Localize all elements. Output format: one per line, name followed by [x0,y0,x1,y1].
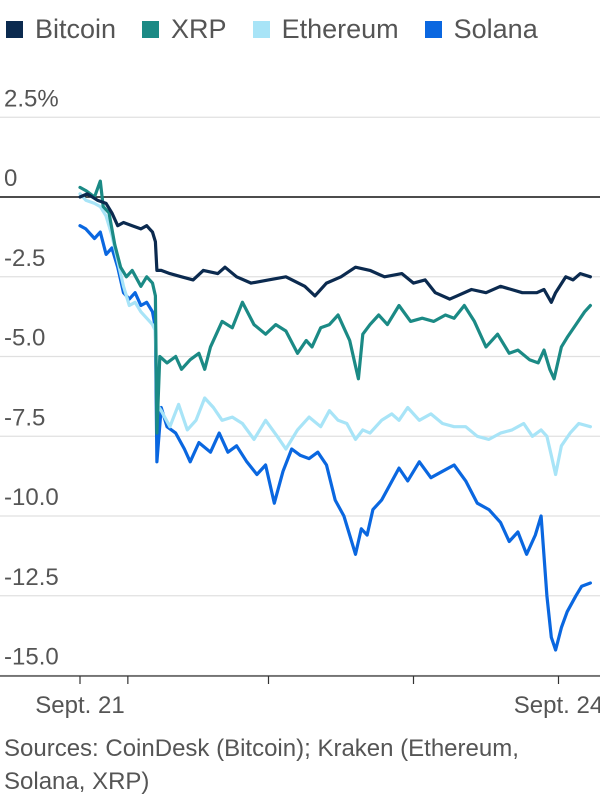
legend: Bitcoin XRP Ethereum Solana [6,14,564,45]
y-tick-label: -2.5 [4,245,45,272]
series-line-ethereum [78,192,592,477]
legend-item-solana: Solana [424,14,538,45]
legend-item-xrp: XRP [142,14,227,45]
y-tick-label: -12.5 [4,564,59,591]
x-tick-label: Sept. 24 [514,692,600,719]
x-tick-label: Sept. 21 [35,692,124,719]
legend-label-ethereum: Ethereum [281,14,399,44]
legend-label-bitcoin: Bitcoin [35,14,117,44]
legend-item-ethereum: Ethereum [252,14,399,45]
legend-swatch-bitcoin [6,21,23,38]
legend-swatch-solana [424,21,442,38]
y-tick-label: 2.5% [4,85,59,112]
legend-label-solana: Solana [453,14,538,44]
y-tick-label: -15.0 [4,644,59,671]
y-tick-label: -5.0 [4,325,45,352]
source-note: Sources: CoinDesk (Bitcoin); Kraken (Eth… [4,735,519,795]
series-line-xrp [78,179,592,435]
y-tick-label: -10.0 [4,484,59,511]
y-tick-label: 0 [4,165,17,192]
series-line-bitcoin [78,192,592,304]
legend-item-bitcoin: Bitcoin [6,14,116,45]
legend-swatch-ethereum [252,21,270,38]
series-line-solana [78,224,592,652]
legend-label-xrp: XRP [171,14,227,44]
legend-swatch-xrp [142,21,160,38]
y-tick-label: -7.5 [4,404,45,431]
